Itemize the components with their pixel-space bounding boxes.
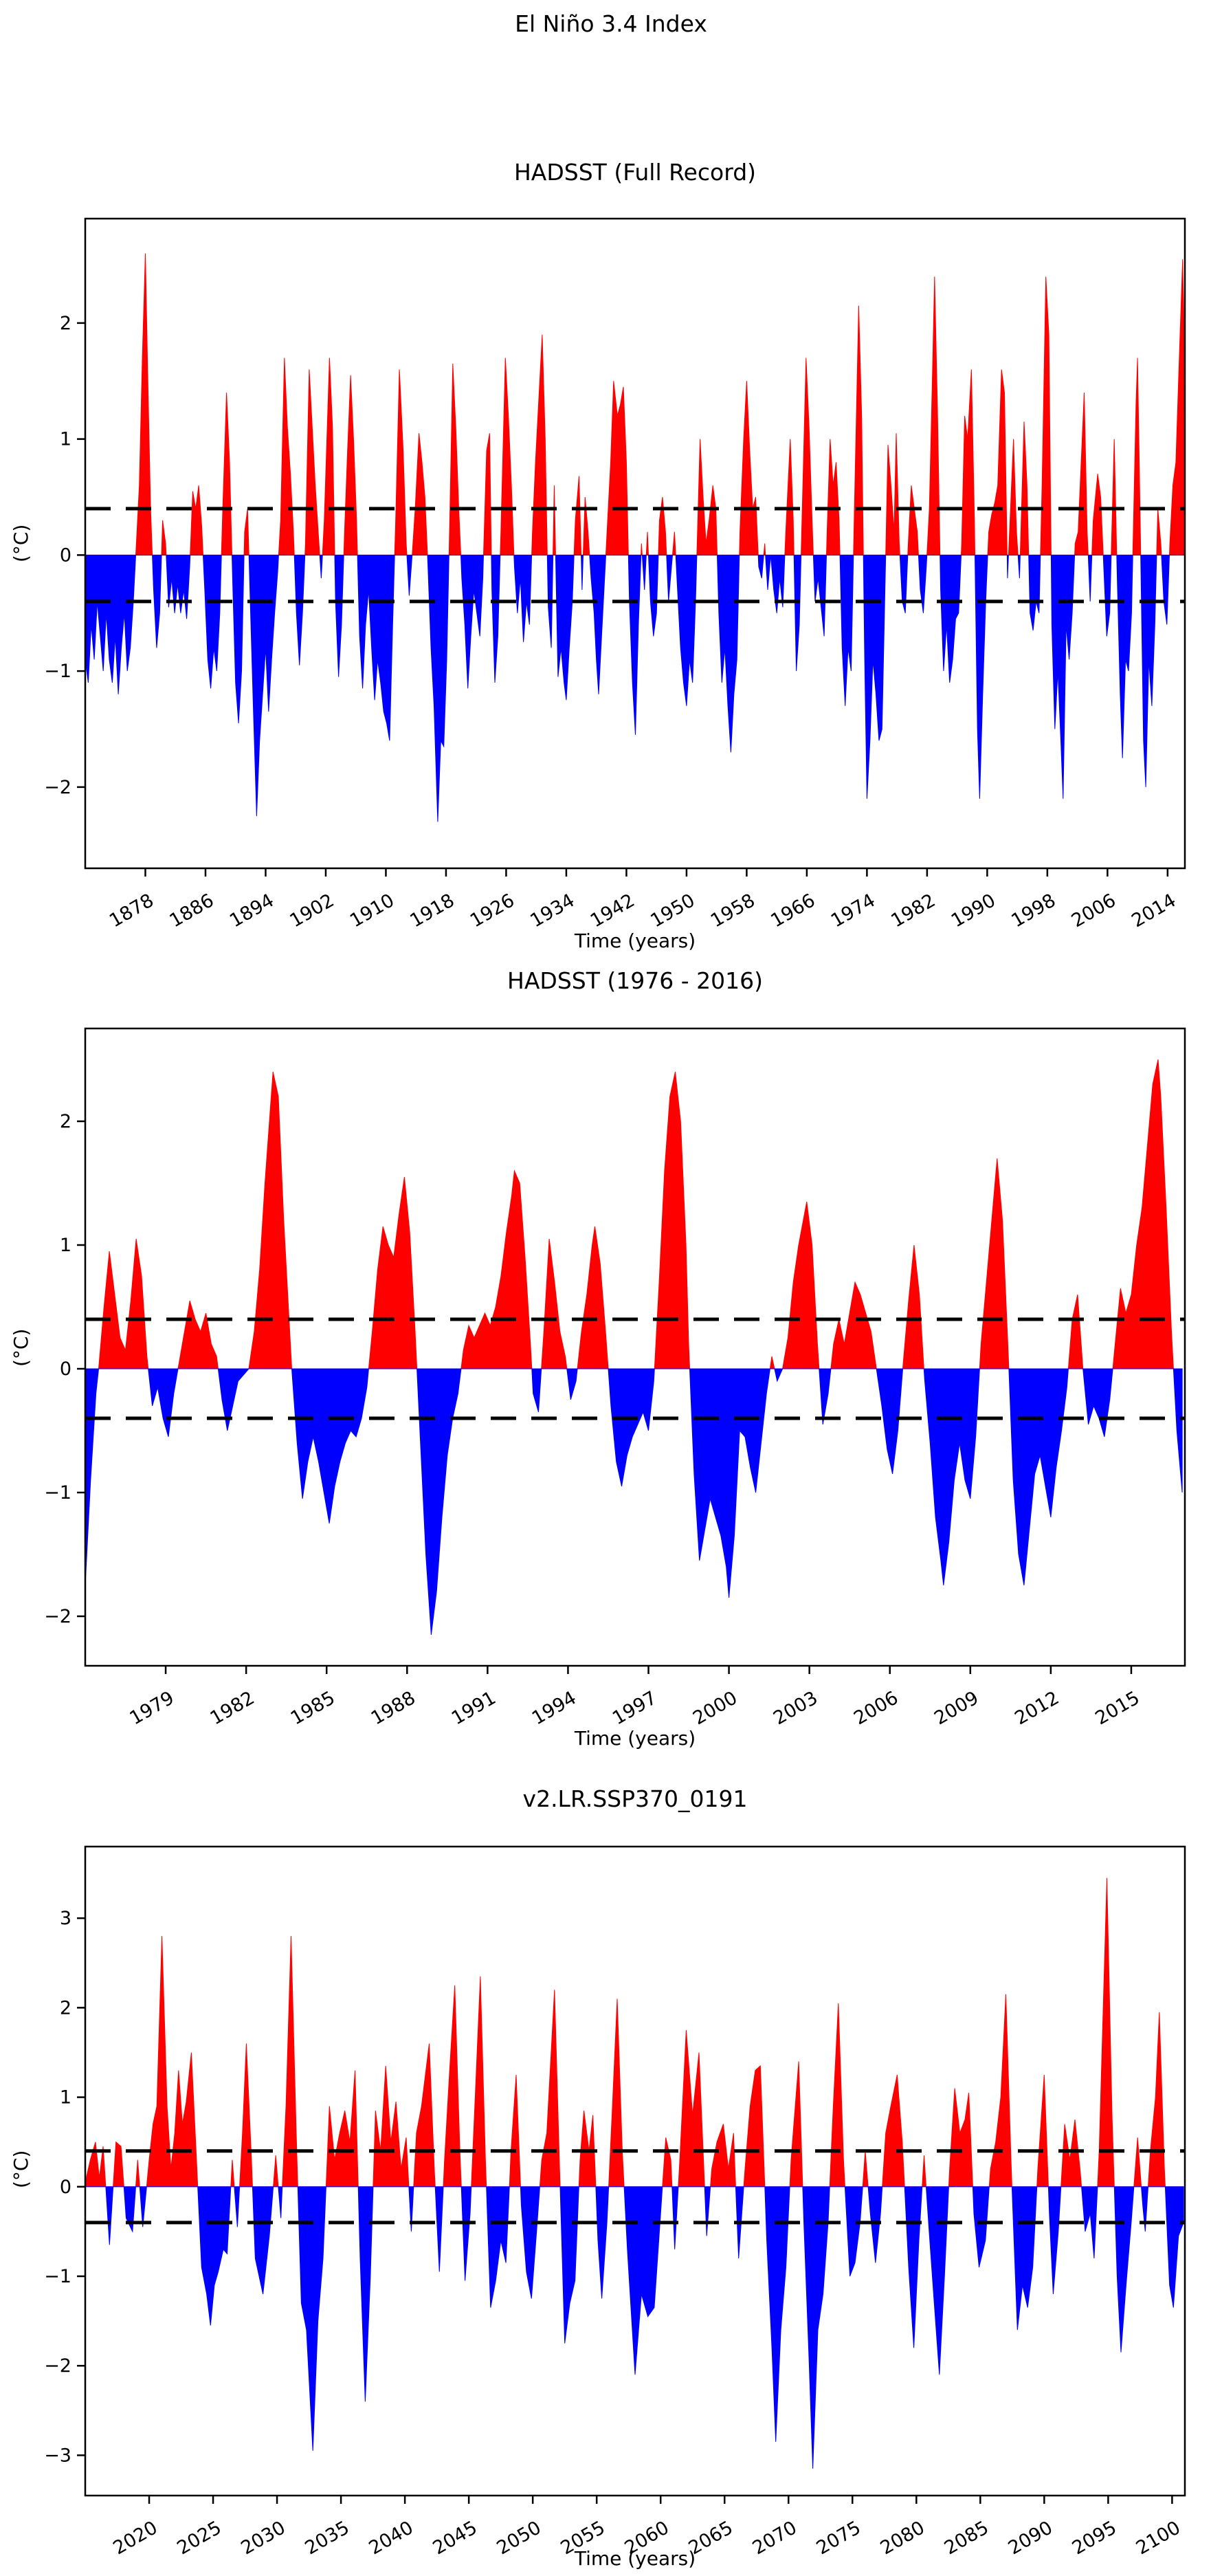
y-axis: −2 −1 0 1 2 [44,313,85,798]
y-tick-label: 2 [60,313,71,334]
hadsst-1976-2016-chart: 1979 1982 1985 1988 1991 1994 1997 2000 2003 2006… [44,1027,1186,1729]
x-axis-label-time-2: Time (years) [574,1727,696,1750]
x-tick-label: 2003 [770,1687,821,1729]
y-tick-label: 3 [60,1908,71,1929]
hadsst-full-record-chart: 1878 1886 1894 1902 1910 1918 1926 1934 1942 1950… [44,217,1186,932]
axes-spines [84,1027,1186,1667]
x-tick-label: 1998 [1008,890,1059,932]
x-tick-label: 1926 [467,890,518,932]
y-tick-label: 0 [60,1358,71,1380]
x-tick-label: 1910 [346,890,398,932]
negative-anomaly-area [85,2186,1184,2469]
y-tick-label: 2 [60,1111,71,1132]
y-tick-label: −2 [44,1606,71,1627]
y-tick-label: −1 [44,661,71,682]
axes-spines [84,217,1186,870]
anomaly-fills [85,1059,1183,1636]
x-tick-label: 2015 [1091,1687,1143,1729]
y-tick-label: −1 [44,2266,71,2287]
x-tick-label: 1902 [286,890,337,932]
positive-anomaly-area [85,1878,1184,2188]
x-tick-label: 1958 [707,890,759,932]
x-tick-label: 2000 [689,1687,741,1729]
x-tick-label: 1942 [587,890,638,932]
x-tick-label: 1878 [106,890,157,932]
x-tick-label: 1934 [526,890,578,932]
x-tick-label: 1985 [287,1687,339,1729]
x-tick-label: 1982 [887,890,939,932]
y-tick-label: 0 [60,544,71,566]
x-tick-label: 1994 [529,1687,580,1729]
anomaly-fills [85,253,1186,822]
y-tick-label: 1 [60,1235,71,1256]
figure-suptitle: El Niño 3.4 Index [515,10,707,37]
x-tick-label: 2014 [1128,890,1179,932]
negative-anomaly-area [85,554,1185,822]
subplot-title-hadsst-full-record: HADSST (Full Record) [513,159,757,186]
y-tick-label: −2 [44,777,71,798]
y-axis: −3 −2 −1 0 1 2 3 [44,1908,85,2466]
x-tick-label: 1950 [647,890,698,932]
x-tick-label: 1979 [126,1687,178,1729]
x-axis: 1979 1982 1985 1988 1991 1994 1997 2000 2003 2006… [126,1666,1143,1729]
x-tick-label: 2006 [1068,890,1120,932]
y-tick-label: 1 [60,429,71,450]
subplot-title-ssp370: v2.LR.SSP370_0191 [522,1785,748,1812]
positive-anomaly-area [85,1059,1183,1369]
x-tick-label: 2006 [850,1687,902,1729]
x-tick-label: 1988 [368,1687,419,1729]
x-tick-label: 1966 [767,890,819,932]
x-tick-label: 1918 [406,890,458,932]
subplot-title-hadsst-1976-2016: HADSST (1976 - 2016) [507,967,763,994]
negative-anomaly-area [85,1368,1183,1636]
x-tick-label: 1886 [166,890,217,932]
x-tick-label: 1990 [948,890,999,932]
y-tick-label: −3 [44,2445,71,2466]
ssp370-0191-chart: 2020 2025 2030 2035 2040 2045 2050 2055 2060 2065… [44,1845,1186,2559]
x-tick-label: 1982 [207,1687,258,1729]
y-tick-label: 1 [60,2087,71,2109]
x-axis-label-time-3: Time (years) [574,2547,696,2570]
x-tick-label: 2012 [1011,1687,1063,1729]
x-axis: 1878 1886 1894 1902 1910 1918 1926 1934 1942 1950… [106,868,1179,932]
x-tick-label: 2009 [931,1687,982,1729]
x-tick-label: 1894 [226,890,278,932]
axes-spines [84,1845,1186,2497]
x-tick-label: 1997 [609,1687,660,1729]
y-tick-label: −1 [44,1482,71,1504]
y-tick-label: 0 [60,2177,71,2198]
anomaly-fills [85,1878,1184,2469]
y-tick-label: −2 [44,2355,71,2377]
x-tick-label: 1991 [448,1687,500,1729]
y-axis: −2 −1 0 1 2 [44,1111,85,1627]
x-tick-label: 1974 [827,890,879,932]
x-axis-label-time-1: Time (years) [574,929,696,952]
y-tick-label: 2 [60,1997,71,2018]
